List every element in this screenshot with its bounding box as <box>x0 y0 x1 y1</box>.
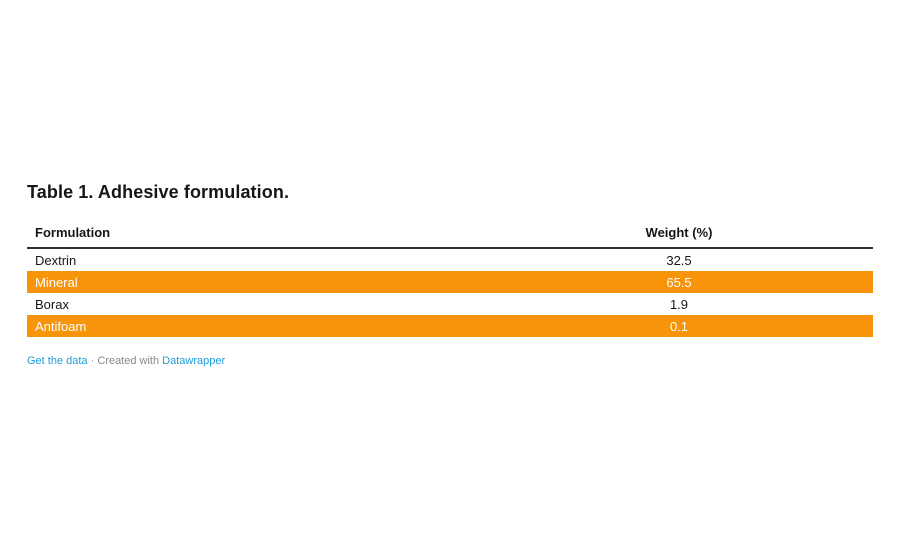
cell-weight: 65.5 <box>666 274 692 290</box>
footer-separator: · <box>90 355 95 367</box>
cell-weight: 32.5 <box>666 252 692 268</box>
footer-credit-text: Created with <box>97 355 160 367</box>
data-table: Formulation Weight (%) Dextrin 32.5 Mine… <box>27 225 873 337</box>
table-header-row: Formulation Weight (%) <box>27 225 873 249</box>
table-body: Dextrin 32.5 Mineral 65.5 Borax 1.9 Anti… <box>27 249 873 337</box>
datawrapper-link[interactable]: Datawrapper <box>162 355 226 367</box>
table-row: Mineral 65.5 <box>27 271 873 293</box>
column-header-formulation: Formulation <box>35 225 111 240</box>
datawrapper-table: Table 1. Adhesive formulation. Formulati… <box>27 181 873 368</box>
column-header-weight: Weight (%) <box>645 225 713 240</box>
table-row: Dextrin 32.5 <box>27 249 873 271</box>
cell-formulation: Borax <box>35 296 69 312</box>
chart-footer: Get the data · Created with Datawrapper <box>27 354 873 368</box>
cell-formulation: Mineral <box>35 274 78 290</box>
get-the-data-link[interactable]: Get the data <box>27 355 88 367</box>
cell-weight: 0.1 <box>669 318 689 334</box>
cell-formulation: Antifoam <box>35 318 87 334</box>
cell-formulation: Dextrin <box>35 252 77 268</box>
table-row: Antifoam 0.1 <box>27 315 873 337</box>
table-row: Borax 1.9 <box>27 293 873 315</box>
cell-weight: 1.9 <box>669 296 689 312</box>
table-title: Table 1. Adhesive formulation. <box>27 182 290 202</box>
